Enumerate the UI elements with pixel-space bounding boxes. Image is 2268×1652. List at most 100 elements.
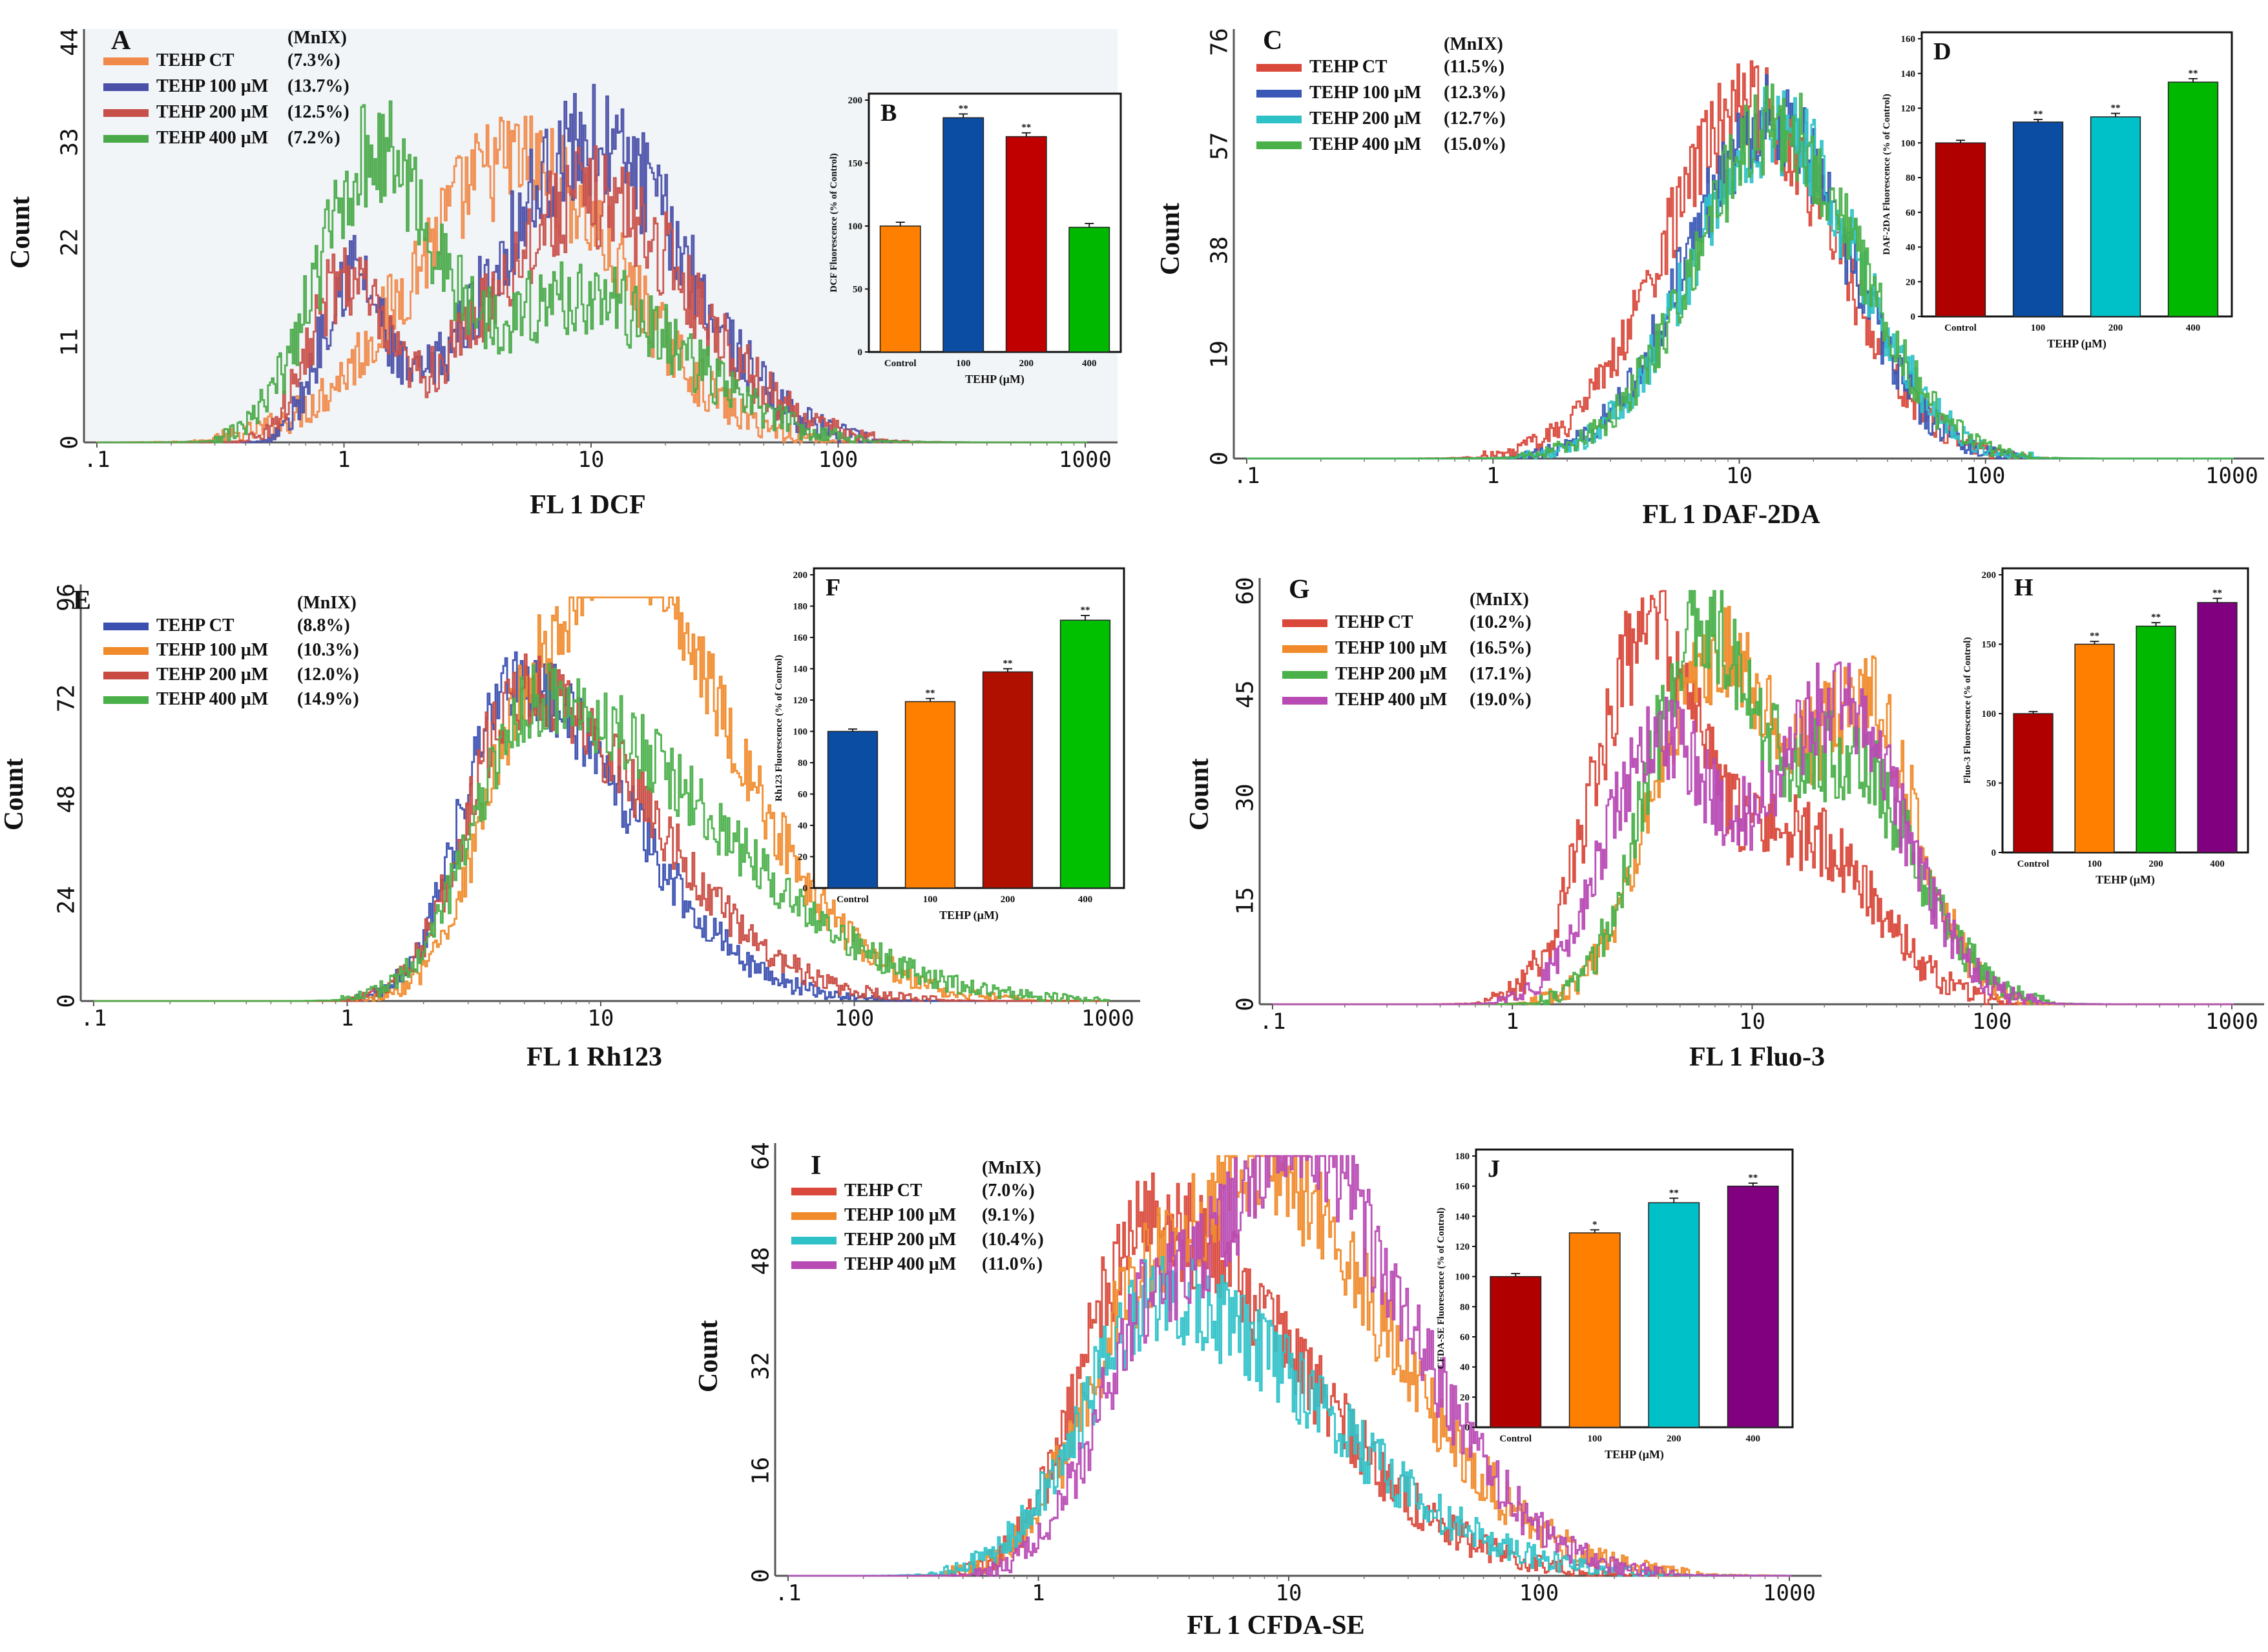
- x-tick-label: 1000: [2205, 1009, 2258, 1035]
- y-tick-label: 57: [1207, 132, 1233, 160]
- x-tick-label: 1: [1032, 1580, 1045, 1606]
- inset-y-tick-label: 100: [1982, 709, 1997, 719]
- inset-category-label: 400: [1082, 358, 1097, 369]
- y-tick-label: 19: [1207, 340, 1233, 368]
- legend-mnix-value: (12.3%): [1444, 83, 1506, 103]
- inset-y-tick-label: 20: [1906, 277, 1915, 287]
- legend-mnix-value: (11.5%): [1444, 57, 1504, 77]
- inset-significance-marker: **: [2189, 68, 2198, 79]
- legend-mnix-value: (10.4%): [982, 1230, 1044, 1250]
- x-tick-label: 1000: [1081, 1006, 1134, 1031]
- inset-y-tick-label: 120: [1901, 104, 1916, 114]
- legend-swatch: [791, 1237, 837, 1244]
- panel-letter: C: [1263, 26, 1282, 56]
- inset-y-tick-label: 150: [848, 159, 863, 169]
- legend-swatch: [791, 1188, 837, 1195]
- inset-y-tick-label: 0: [1465, 1423, 1470, 1433]
- inset-chart-f: 0 20 40 60 80 100 120 140 160 180 200 Control ** 100 *…: [774, 567, 1125, 922]
- legend-mnix-value: (14.9%): [297, 689, 359, 709]
- x-tick-label: 100: [1972, 1009, 2012, 1035]
- legend-mnix-value: (12.5%): [287, 102, 349, 122]
- x-tick-label: 1: [1486, 463, 1499, 489]
- legend-label: TEHP 100 µM: [844, 1205, 956, 1225]
- inset-y-axis-label: CFDA-SE Fluorescence (% of Control): [1436, 1208, 1446, 1369]
- inset-y-axis-label: Fluo-3 Fluorescence (% of Control): [1962, 637, 1973, 784]
- inset-bar-400: [1059, 619, 1111, 889]
- y-axis-label: Count: [0, 758, 29, 831]
- legend-mnix-header: (MnIX): [287, 28, 347, 48]
- inset-y-tick-label: 200: [848, 96, 863, 106]
- x-axis-label: FL 1 DAF-2DA: [1642, 500, 1820, 530]
- inset-chart-d: 0 20 40 60 80 100 120 140 160 Control ** 100 ** 200 **…: [1882, 31, 2233, 351]
- inset-category-label: Control: [884, 358, 917, 369]
- inset-y-tick-label: 0: [803, 883, 808, 894]
- legend-mnix-value: (11.0%): [982, 1254, 1043, 1274]
- inset-y-tick-label: 160: [1901, 34, 1916, 45]
- inset-letter: J: [1488, 1155, 1500, 1182]
- x-axis-label: FL 1 Fluo-3: [1689, 1042, 1825, 1072]
- legend-swatch: [1282, 645, 1327, 653]
- inset-significance-marker: **: [1748, 1173, 1758, 1183]
- histogram-trace-4: [94, 663, 1110, 1002]
- inset-significance-marker: **: [2111, 103, 2121, 114]
- inset-y-tick-label: 40: [1906, 243, 1915, 253]
- inset-y-tick-label: 60: [1460, 1332, 1470, 1343]
- inset-y-tick-label: 200: [793, 570, 808, 581]
- inset-category-label: 400: [2186, 323, 2201, 333]
- y-tick-label: 15: [1233, 887, 1259, 914]
- legend-swatch: [103, 623, 149, 630]
- legend-mnix-value: (7.0%): [982, 1181, 1035, 1201]
- inset-y-tick-label: 100: [793, 727, 808, 738]
- inset-y-tick-label: 40: [1460, 1363, 1470, 1373]
- inset-bar-200: [982, 671, 1034, 889]
- inset-significance-marker: **: [1003, 659, 1013, 669]
- inset-y-tick-label: 120: [1455, 1242, 1470, 1252]
- inset-bar-100: [904, 701, 956, 889]
- inset-category-label: 100: [956, 358, 971, 369]
- legend-swatch: [103, 135, 149, 143]
- x-tick-label: .1: [1260, 1009, 1286, 1035]
- inset-y-tick-label: 150: [1982, 640, 1997, 650]
- inset-y-tick-label: 0: [1911, 312, 1916, 322]
- legend-swatch: [103, 647, 149, 655]
- y-tick-label: 0: [54, 994, 80, 1008]
- legend-label: TEHP 200 µM: [156, 665, 268, 685]
- inset-y-tick-label: 120: [793, 696, 808, 706]
- legend-swatch: [103, 696, 149, 704]
- inset-significance-marker: **: [2034, 109, 2043, 119]
- inset-letter: F: [826, 574, 840, 601]
- inset-y-tick-label: 200: [1982, 570, 1997, 581]
- legend-swatch: [1256, 64, 1302, 72]
- legend-swatch: [1256, 116, 1302, 123]
- inset-y-tick-label: 80: [1460, 1302, 1470, 1312]
- legend-mnix-value: (12.0%): [297, 665, 359, 685]
- y-tick-label: 30: [1233, 783, 1259, 811]
- inset-bar-control: [2013, 713, 2054, 853]
- inset-y-axis-label: DCF Fluorescence (% of Control): [829, 153, 839, 293]
- inset-category-label: Control: [2017, 859, 2050, 869]
- inset-bar-100: [2074, 643, 2115, 853]
- legend-swatch: [1256, 90, 1302, 98]
- histogram-trace-3: [94, 653, 1110, 1002]
- inset-x-axis-label: TEHP (µM): [2047, 337, 2107, 351]
- x-tick-label: 1000: [2205, 463, 2258, 489]
- y-tick-label: 11: [57, 328, 83, 356]
- legend-swatch: [103, 57, 149, 65]
- histogram-trace-4: [1273, 661, 2234, 1006]
- inset-letter: D: [1933, 38, 1951, 65]
- y-tick-label: 60: [1233, 577, 1259, 604]
- inset-y-tick-label: 100: [848, 222, 863, 232]
- inset-significance-marker: **: [959, 103, 968, 114]
- inset-bar-control: [827, 730, 879, 889]
- y-axis-label: Count: [1185, 758, 1214, 831]
- y-tick-label: 44: [57, 28, 83, 56]
- inset-category-label: 200: [1667, 1434, 1681, 1444]
- inset-x-axis-label: TEHP (µM): [939, 909, 999, 922]
- legend-swatch: [1282, 671, 1327, 679]
- x-axis-label: FL 1 DCF: [530, 490, 646, 520]
- legend-label: TEHP CT: [156, 615, 234, 635]
- x-tick-label: 100: [1966, 463, 2005, 489]
- inset-category-label: 400: [2210, 859, 2225, 869]
- histogram-trace-4: [97, 100, 1087, 444]
